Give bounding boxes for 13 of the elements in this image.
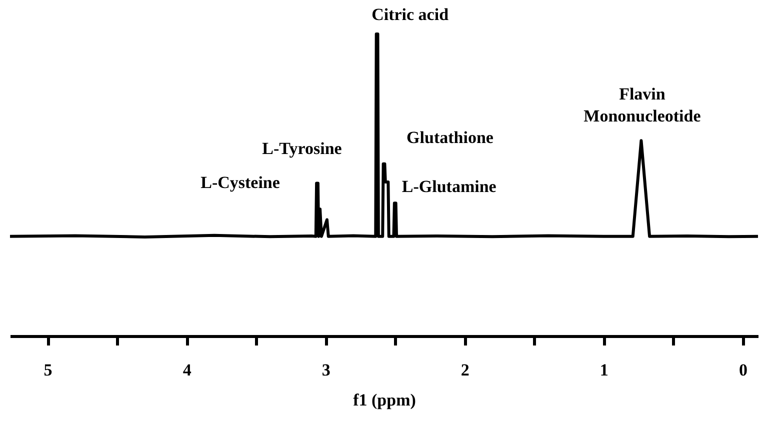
annotation: L-Cysteine: [200, 173, 280, 192]
annotation: Flavin Mononucleotide: [584, 84, 702, 126]
annotation: Glutathione: [406, 128, 494, 147]
annotation: L-Tyrosine: [262, 139, 342, 158]
annotation: Citric acid: [372, 5, 450, 24]
x-axis-title: f1 (ppm): [353, 390, 416, 410]
annotation: L-Glutamine: [402, 177, 497, 196]
x-tick-label: 0: [738, 360, 748, 380]
x-tick-label: 5: [44, 360, 52, 380]
x-tick-label: 1: [600, 360, 608, 380]
x-tick-label: 2: [460, 360, 470, 380]
x-tick-label: 4: [182, 360, 192, 380]
x-tick-label: 3: [322, 360, 330, 380]
